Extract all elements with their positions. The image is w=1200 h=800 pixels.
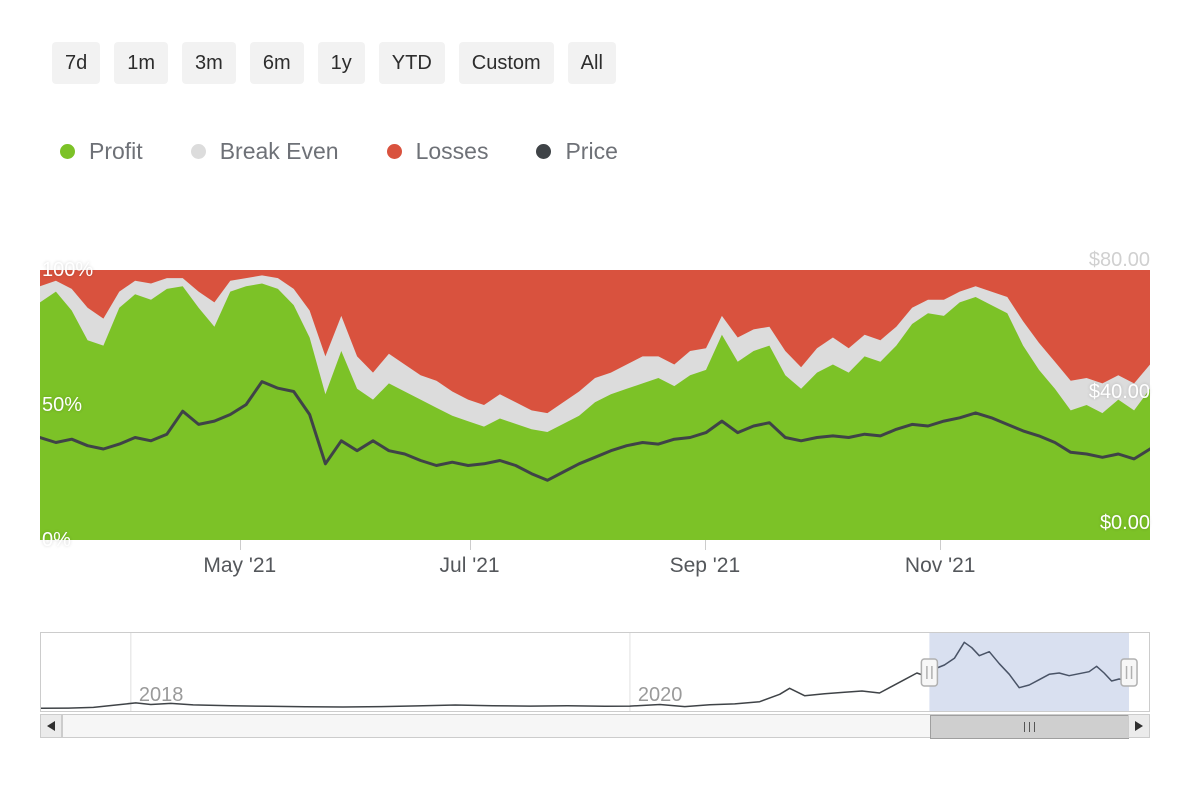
- scrollbar-thumb[interactable]: [930, 715, 1129, 739]
- x-axis-tick: [704, 540, 706, 550]
- range-button-1m[interactable]: 1m: [114, 42, 169, 84]
- main-chart-plot[interactable]: [40, 270, 1150, 540]
- range-button-all[interactable]: All: [567, 42, 616, 84]
- navigator-series-line: [41, 641, 1130, 710]
- range-button-1y[interactable]: 1y: [317, 42, 365, 84]
- legend-item-break-even[interactable]: Break Even: [190, 138, 339, 165]
- legend-label: Price: [565, 138, 618, 164]
- losses-legend-dot-icon: [386, 144, 402, 159]
- grip-icon: [1034, 722, 1036, 732]
- x-axis-tick: [469, 540, 471, 550]
- scrollbar-right-arrow[interactable]: [1128, 714, 1150, 738]
- x-axis-label: Nov '21: [904, 554, 976, 577]
- legend-item-price[interactable]: Price: [536, 138, 618, 165]
- navigator-year-label: 2020: [638, 684, 683, 706]
- navigator-year-label: 2018: [139, 684, 184, 706]
- break-even-legend-dot-icon: [190, 144, 206, 159]
- legend-label: Profit: [89, 138, 143, 164]
- legend-label: Break Even: [219, 138, 339, 164]
- profit-legend-dot-icon: [60, 144, 75, 159]
- left-triangle-icon: [47, 721, 55, 731]
- x-axis-tick: [940, 540, 942, 550]
- navigator-svg: 2018 2020: [41, 633, 1138, 711]
- scrollbar-track[interactable]: [62, 714, 1129, 739]
- range-button-ytd[interactable]: YTD: [378, 42, 445, 84]
- legend-item-profit[interactable]: Profit: [60, 138, 143, 165]
- range-button-3m[interactable]: 3m: [182, 42, 236, 84]
- navigator[interactable]: 2018 2020: [40, 632, 1150, 712]
- scrollbar: [40, 714, 1150, 739]
- x-axis-tick: [239, 540, 241, 550]
- price-line: [40, 380, 1150, 482]
- range-button-6m[interactable]: 6m: [249, 42, 304, 84]
- x-axis-label: Sep '21: [669, 554, 741, 577]
- main-chart-svg: [40, 270, 1150, 540]
- range-button-7d[interactable]: 7d: [52, 42, 101, 84]
- grip-icon: [1029, 722, 1031, 732]
- grip-icon: [1024, 722, 1026, 732]
- scrollbar-left-arrow[interactable]: [40, 714, 62, 738]
- price-legend-dot-icon: [536, 144, 552, 159]
- legend-label: Losses: [415, 138, 489, 164]
- legend-item-losses[interactable]: Losses: [386, 138, 489, 165]
- y-axis-right-label: $80.00: [1088, 249, 1150, 271]
- chart-legend: Profit Break Even Losses Price: [60, 138, 618, 165]
- navigator-selection-mask[interactable]: [929, 633, 1130, 711]
- x-axis-label: Jul '21: [439, 554, 500, 577]
- navigator-right-handle[interactable]: [1120, 658, 1138, 687]
- range-toolbar: 7d 1m 3m 6m 1y YTD Custom All: [52, 42, 616, 84]
- right-triangle-icon: [1135, 721, 1143, 731]
- range-button-custom[interactable]: Custom: [458, 42, 554, 84]
- x-axis-label: May '21: [203, 554, 277, 577]
- navigator-left-handle[interactable]: [920, 658, 939, 687]
- profit-area: [40, 283, 1150, 540]
